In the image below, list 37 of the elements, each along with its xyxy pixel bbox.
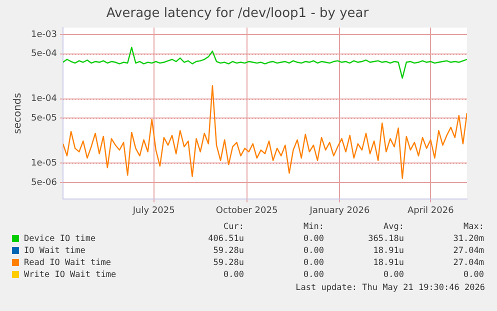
y-tick-label: 5e-05 <box>30 114 57 124</box>
text: Cur: <box>222 221 244 233</box>
y-tick-label: 5e-04 <box>30 49 58 60</box>
text: 27.04m <box>452 257 484 269</box>
text: 31.20m <box>452 233 484 245</box>
text: Max: <box>462 221 484 233</box>
text: 59.28u <box>212 245 244 257</box>
text: 0.00 <box>382 269 404 281</box>
text: 18.91u <box>372 257 404 269</box>
y-tick-label: 1e-05 <box>30 158 57 168</box>
y-tick-label: 1e-04 <box>30 94 58 104</box>
y-axis-title: seconds <box>12 92 24 134</box>
text: Avg: <box>382 221 404 233</box>
x-tick-label: January 2026 <box>308 206 370 216</box>
text: Last update: Thu May 21 19:30:46 2026 <box>296 283 485 293</box>
legend-label: IO Wait time <box>23 245 86 257</box>
legend-label: Device IO time <box>23 233 97 245</box>
x-tick-label: April 2026 <box>407 206 454 216</box>
text: 0.00 <box>302 233 324 245</box>
text: 365.18u <box>367 233 404 245</box>
text: 406.51u <box>207 233 244 245</box>
chart-title: Average latency for /dev/loop1 - by year <box>106 6 370 22</box>
text: 0.00 <box>302 269 324 281</box>
text: Min: <box>302 221 324 233</box>
text: 0.00 <box>302 245 324 257</box>
legend-label: Read IO Wait time <box>23 257 112 269</box>
text: 0.00 <box>462 269 484 281</box>
text: 18.91u <box>372 245 404 257</box>
y-tick-label: 5e-06 <box>30 178 58 188</box>
x-tick-label: October 2025 <box>216 206 278 216</box>
text: 59.28u <box>212 257 244 269</box>
text: 0.00 <box>222 269 244 281</box>
x-tick-label: July 2025 <box>132 206 175 216</box>
text: 0.00 <box>302 257 324 269</box>
legend-label: Write IO Wait time <box>23 269 118 281</box>
y-tick-label: 1e-03 <box>30 30 57 40</box>
text: 27.04m <box>452 245 484 257</box>
